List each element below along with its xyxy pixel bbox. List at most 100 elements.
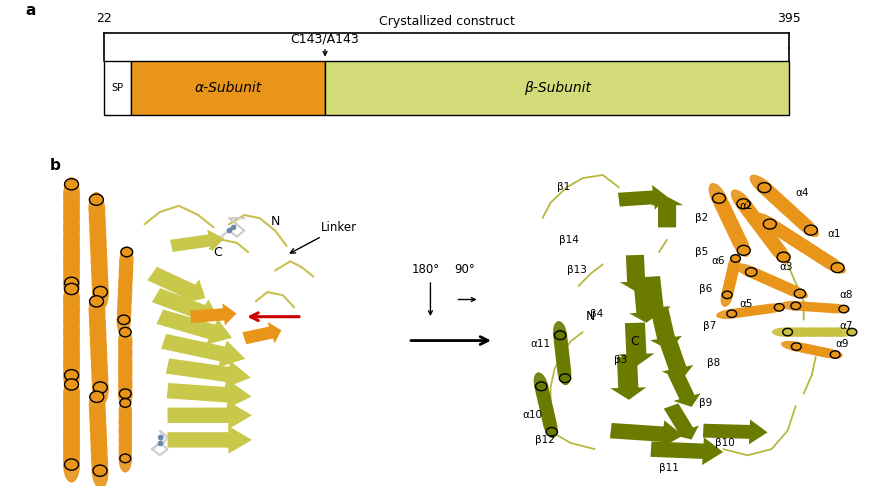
- Ellipse shape: [726, 308, 756, 317]
- Text: 180°: 180°: [412, 263, 440, 276]
- Bar: [325, 61, 789, 114]
- Ellipse shape: [755, 220, 778, 248]
- Ellipse shape: [63, 417, 79, 452]
- Ellipse shape: [63, 437, 79, 472]
- Ellipse shape: [724, 269, 737, 292]
- Ellipse shape: [763, 219, 795, 240]
- Text: β10: β10: [715, 438, 735, 448]
- Ellipse shape: [718, 201, 737, 230]
- Ellipse shape: [819, 304, 849, 313]
- Text: β4: β4: [589, 309, 603, 319]
- Ellipse shape: [744, 268, 775, 284]
- Ellipse shape: [63, 315, 79, 350]
- Ellipse shape: [120, 327, 131, 337]
- Ellipse shape: [90, 327, 106, 362]
- Text: α3: α3: [780, 262, 793, 273]
- Ellipse shape: [120, 417, 131, 444]
- Ellipse shape: [783, 328, 792, 336]
- FancyArrow shape: [156, 309, 232, 345]
- Ellipse shape: [776, 282, 807, 298]
- Ellipse shape: [120, 257, 132, 286]
- Ellipse shape: [90, 316, 105, 351]
- Ellipse shape: [555, 336, 568, 363]
- Ellipse shape: [64, 283, 79, 295]
- Ellipse shape: [794, 289, 805, 298]
- FancyArrow shape: [167, 381, 252, 409]
- Text: Linker: Linker: [290, 220, 357, 253]
- Text: α11: α11: [530, 339, 551, 350]
- Ellipse shape: [556, 343, 569, 370]
- Text: α2: α2: [739, 201, 753, 211]
- Text: α5: α5: [739, 300, 753, 309]
- Ellipse shape: [92, 453, 108, 488]
- Ellipse shape: [91, 244, 107, 278]
- FancyArrow shape: [618, 323, 655, 366]
- Text: N: N: [271, 215, 280, 228]
- Ellipse shape: [63, 347, 79, 382]
- Text: α9: α9: [836, 339, 849, 350]
- Text: α6: α6: [711, 256, 725, 266]
- Ellipse shape: [772, 328, 803, 336]
- Ellipse shape: [89, 390, 105, 425]
- Ellipse shape: [722, 291, 732, 299]
- Text: C: C: [630, 335, 639, 348]
- Ellipse shape: [731, 190, 755, 218]
- Ellipse shape: [730, 227, 749, 256]
- Text: α7: α7: [839, 321, 854, 331]
- Text: β13: β13: [567, 266, 587, 275]
- Ellipse shape: [89, 296, 104, 307]
- Ellipse shape: [722, 210, 741, 239]
- Ellipse shape: [810, 303, 839, 312]
- Ellipse shape: [746, 305, 775, 314]
- Ellipse shape: [764, 219, 776, 229]
- Ellipse shape: [554, 322, 567, 349]
- Ellipse shape: [839, 305, 848, 313]
- Ellipse shape: [119, 338, 132, 367]
- Text: Crystallized construct: Crystallized construct: [379, 15, 514, 27]
- Ellipse shape: [63, 387, 79, 422]
- Ellipse shape: [119, 267, 132, 296]
- FancyArrow shape: [170, 230, 224, 252]
- Ellipse shape: [749, 213, 772, 240]
- Ellipse shape: [789, 343, 819, 353]
- Ellipse shape: [90, 213, 105, 248]
- Ellipse shape: [727, 310, 737, 318]
- FancyArrow shape: [638, 276, 671, 320]
- FancyArrow shape: [610, 356, 647, 400]
- Text: C: C: [213, 246, 221, 259]
- Ellipse shape: [758, 183, 771, 192]
- Ellipse shape: [91, 338, 106, 373]
- Ellipse shape: [557, 351, 570, 377]
- Ellipse shape: [118, 315, 129, 325]
- Ellipse shape: [728, 254, 739, 277]
- Ellipse shape: [119, 369, 132, 398]
- Ellipse shape: [534, 373, 548, 400]
- Ellipse shape: [63, 293, 79, 328]
- Ellipse shape: [771, 193, 798, 218]
- Ellipse shape: [120, 389, 131, 398]
- Ellipse shape: [536, 382, 547, 391]
- Ellipse shape: [92, 359, 108, 394]
- Ellipse shape: [63, 358, 79, 392]
- Ellipse shape: [783, 206, 812, 230]
- Ellipse shape: [780, 301, 811, 310]
- Ellipse shape: [63, 407, 79, 442]
- Ellipse shape: [92, 254, 107, 289]
- Ellipse shape: [90, 401, 105, 435]
- FancyArrow shape: [650, 306, 682, 350]
- FancyArrow shape: [190, 303, 237, 326]
- Ellipse shape: [91, 432, 107, 467]
- Ellipse shape: [91, 234, 106, 268]
- Ellipse shape: [120, 399, 131, 426]
- FancyArrow shape: [668, 370, 701, 407]
- Ellipse shape: [538, 388, 552, 415]
- Ellipse shape: [723, 276, 735, 299]
- Ellipse shape: [543, 411, 557, 437]
- Ellipse shape: [798, 328, 829, 336]
- Ellipse shape: [541, 404, 555, 430]
- Ellipse shape: [791, 302, 801, 310]
- FancyArrow shape: [162, 334, 246, 367]
- Ellipse shape: [722, 283, 733, 306]
- Text: β5: β5: [696, 247, 708, 257]
- Ellipse shape: [89, 194, 104, 205]
